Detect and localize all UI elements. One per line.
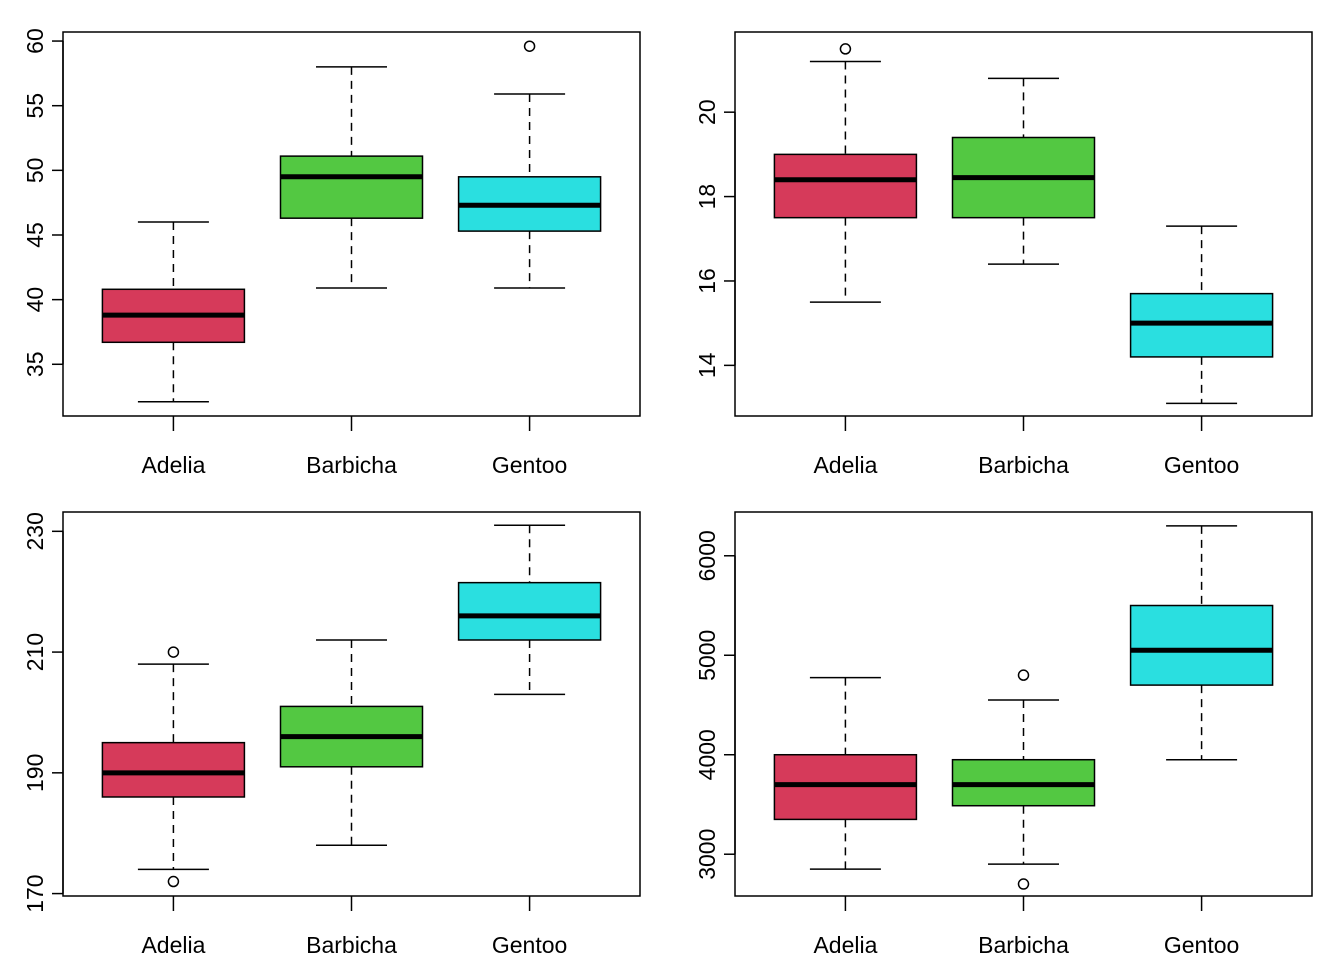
- y-tick-label: 18: [694, 184, 720, 210]
- x-tick-label: Adelia: [141, 452, 205, 478]
- box-group-adelia: [773, 43, 918, 303]
- outlier-point: [167, 646, 180, 658]
- panel-bottom-right: 3000 4000 5000 6000 Adelia Barbicha Gentoo: [694, 511, 1313, 958]
- y-tick-label: 60: [22, 28, 48, 54]
- panel-top-left: 35 40 45 50 55 60 Adelia Barbicha Gentoo: [22, 28, 641, 478]
- x-tick-label: Gentoo: [492, 452, 567, 478]
- y-tick-label: 5000: [694, 630, 720, 681]
- x-tick-label: Barbicha: [978, 452, 1069, 478]
- y-tick-label: 45: [22, 222, 48, 248]
- x-tick-label: Adelia: [141, 932, 205, 958]
- y-tick-label: 3000: [694, 829, 720, 880]
- y-tick-label: 230: [22, 512, 48, 550]
- iqr-box: [279, 155, 424, 219]
- y-tick-label: 50: [22, 158, 48, 184]
- iqr-box: [1129, 604, 1274, 686]
- box-group-barbicha: [951, 669, 1096, 890]
- y-tick-label: 6000: [694, 530, 720, 581]
- y-tick-label: 20: [694, 99, 720, 125]
- y-tick-label: 40: [22, 287, 48, 313]
- box-group-barbicha: [951, 77, 1096, 265]
- x-tick-label: Gentoo: [492, 932, 567, 958]
- x-tick-label: Gentoo: [1164, 452, 1239, 478]
- outlier-point: [167, 875, 180, 888]
- box-group-barbicha: [279, 66, 424, 289]
- x-tick-label: Gentoo: [1164, 932, 1239, 958]
- outlier-point: [839, 43, 852, 55]
- panel-bottom-left: 170 190 210 230 Adelia Barbicha Gentoo: [22, 511, 641, 958]
- iqr-box: [457, 581, 602, 641]
- y-tick-label: 55: [22, 93, 48, 119]
- iqr-box: [101, 741, 246, 798]
- box-group-adelia: [101, 221, 246, 403]
- outlier-point: [1017, 878, 1030, 890]
- x-tick-label: Adelia: [813, 932, 877, 958]
- y-tick-label: 35: [22, 351, 48, 377]
- y-tick-label: 210: [22, 633, 48, 671]
- y-tick-label: 190: [22, 754, 48, 792]
- y-tick-label: 4000: [694, 729, 720, 780]
- box-group-gentoo: [457, 524, 602, 696]
- x-tick-label: Barbicha: [978, 932, 1069, 958]
- y-tick-label: 16: [694, 268, 720, 294]
- outlier-point: [523, 40, 536, 52]
- box-group-gentoo: [1129, 525, 1274, 761]
- box-group-gentoo: [1129, 225, 1274, 405]
- x-tick-label: Barbicha: [306, 932, 397, 958]
- x-tick-label: Adelia: [813, 452, 877, 478]
- box-group-gentoo: [457, 40, 602, 289]
- panel-top-right: 14 16 18 20 Adelia Barbicha Gentoo: [694, 31, 1313, 478]
- y-tick-label: 14: [694, 352, 720, 378]
- box-group-adelia: [773, 676, 918, 870]
- box-group-adelia: [101, 646, 246, 888]
- box-group-barbicha: [279, 639, 424, 847]
- x-tick-label: Barbicha: [306, 452, 397, 478]
- iqr-box: [773, 153, 918, 219]
- outlier-point: [1017, 669, 1030, 681]
- y-tick-label: 170: [22, 874, 48, 912]
